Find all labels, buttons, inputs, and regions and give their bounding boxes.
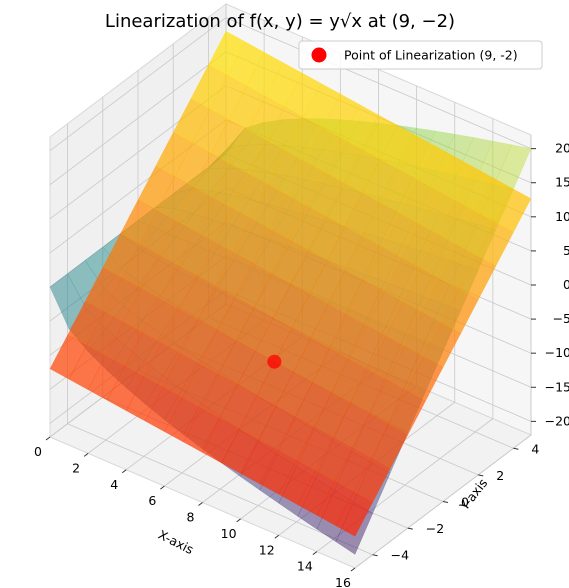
legend-marker	[311, 47, 327, 63]
x-tick-label: 16	[335, 575, 351, 588]
x-tick-mark	[350, 567, 356, 572]
x-tick-mark	[312, 551, 318, 556]
x-tick-label: 2	[72, 460, 80, 475]
z-tick-label: −15	[545, 379, 569, 394]
x-tick-mark	[160, 485, 165, 490]
z-tick-label: −10	[545, 345, 569, 360]
legend-label: Point of Linearization (9, -2)	[344, 48, 518, 63]
surface-cell-linearization	[493, 187, 532, 233]
x-tick-label: 10	[221, 526, 237, 541]
linearization-point	[267, 354, 282, 369]
surface-cell-linearization	[208, 30, 246, 76]
y-tick-mark	[442, 501, 449, 503]
z-tick-label: 10	[555, 209, 569, 224]
y-tick-mark	[372, 554, 378, 557]
x-tick-mark	[121, 469, 127, 474]
chart-title: Linearization of f(x, y) = y√x at (9, −2…	[105, 11, 455, 32]
x-tick-label: 6	[148, 493, 156, 508]
gridline-y-floor	[67, 423, 373, 556]
legend: Point of Linearization (9, -2)	[298, 40, 543, 70]
gridline-z-left	[49, 17, 227, 151]
y-tick-label: 2	[496, 468, 504, 483]
x-tick-label: 14	[297, 559, 313, 574]
surface-cell-linearization	[284, 72, 322, 118]
surface-cell-linearization	[379, 125, 417, 170]
y-tick-label: 4	[531, 441, 539, 456]
surfaces	[49, 30, 532, 555]
x-tick-mark	[45, 436, 51, 441]
x-tick-label: 12	[259, 542, 275, 557]
y-tick-label: −2	[426, 521, 444, 536]
x-tick-label: 0	[34, 444, 42, 459]
x-tick-label: 8	[187, 510, 195, 525]
x-tick-label: 4	[110, 477, 118, 492]
y-tick-label: −4	[391, 548, 409, 563]
y-tick-mark	[513, 447, 519, 450]
y-tick-mark	[478, 474, 484, 477]
x-tick-mark	[83, 452, 89, 457]
z-tick-label: 5	[563, 243, 569, 258]
y-tick-label: 0	[461, 495, 469, 510]
z-tick-label: 15	[555, 175, 569, 190]
gridline-z-back	[225, 17, 532, 150]
y-tick-mark	[407, 527, 413, 530]
x-tick-mark	[236, 518, 241, 523]
surface-cell-linearization	[322, 93, 360, 139]
x-tick-mark	[198, 502, 203, 506]
z-tick-label: −5	[553, 311, 569, 326]
z-tick-label: −20	[545, 413, 569, 428]
x-axis-label: X-axis	[156, 527, 196, 557]
gridline-z-left	[49, 51, 227, 186]
x-tick-mark	[274, 534, 280, 539]
z-tick-label: 20	[555, 141, 569, 156]
points	[267, 354, 282, 369]
legend-box	[298, 40, 543, 70]
z-tick-label: 0	[563, 277, 569, 292]
